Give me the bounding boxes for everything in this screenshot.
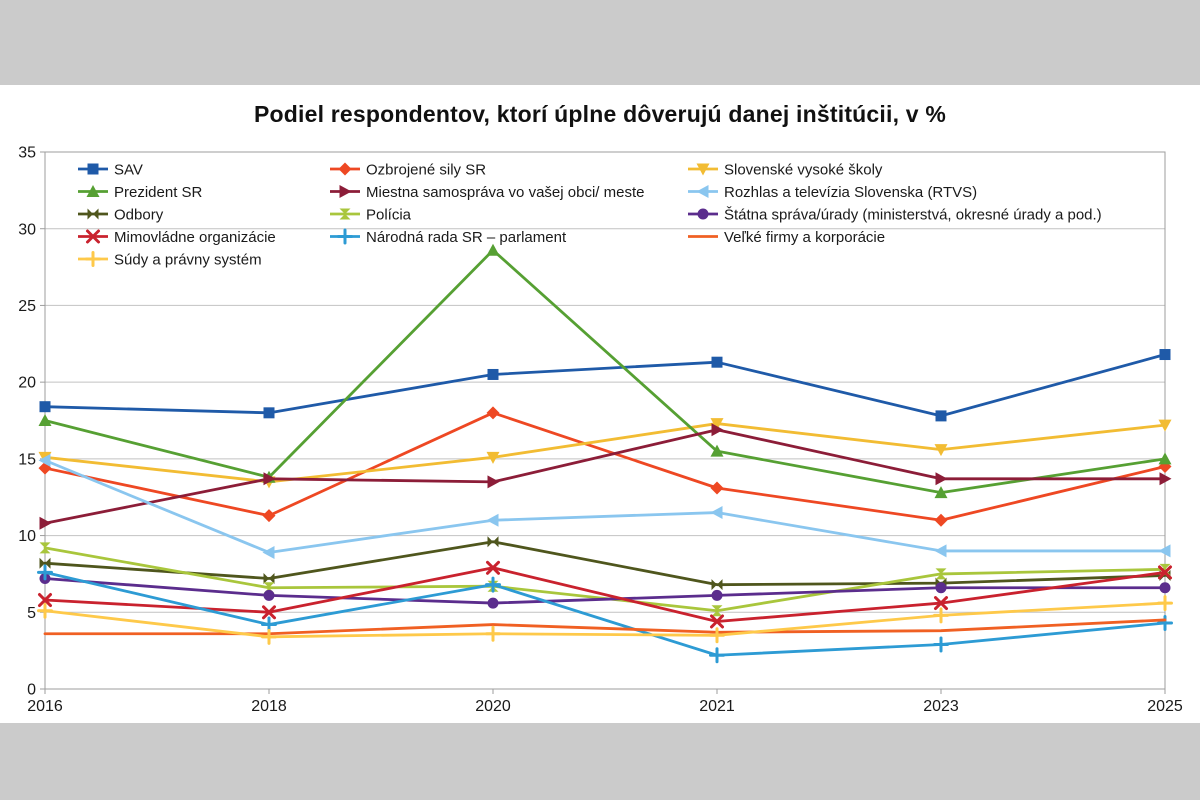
series-8: [39, 573, 1171, 609]
series-1: [38, 406, 1172, 527]
legend-item-4: Miestna samospráva vo vašej obci/ meste: [330, 184, 644, 201]
series-6: [39, 536, 1171, 591]
series-line: [43, 411, 1167, 522]
legend-label: Odbory: [114, 206, 164, 223]
series-4: [39, 423, 1172, 530]
legend-item-6: Odbory: [78, 206, 164, 223]
grid-lines: [45, 228, 1165, 613]
series-line: [43, 458, 1167, 554]
legend-item-0: SAV: [78, 161, 143, 178]
legend-item-1: Ozbrojené sily SR: [330, 161, 486, 178]
series-7: [39, 542, 1171, 617]
legend-label: Prezident SR: [114, 184, 203, 201]
series-line: [43, 428, 1167, 525]
series-9: [38, 560, 1172, 629]
chart-title: Podiel respondentov, ktorí úplne dôveruj…: [253, 101, 947, 127]
series-3: [38, 243, 1172, 499]
series-line: [43, 540, 1167, 587]
x-tick-label: 2021: [699, 698, 735, 715]
series-line: [43, 566, 1167, 623]
legend-item-12: Súdy a právny systém: [78, 251, 262, 268]
top-gray-band: [0, 0, 1200, 85]
series-line: [43, 248, 1167, 495]
legend-item-7: Polícia: [330, 206, 412, 223]
legend-label: Miestna samospráva vo vašej obci/ meste: [366, 184, 644, 201]
legend-label: SAV: [114, 161, 143, 178]
legend-label: Mimovládne organizácie: [114, 229, 276, 246]
y-tick-label: 25: [18, 298, 36, 315]
series-0: [39, 349, 1171, 422]
series-line: [43, 601, 1167, 639]
legend-label: Polícia: [366, 206, 412, 223]
x-tick-label: 2018: [251, 698, 287, 715]
legend-item-5: Rozhlas a televízia Slovenska (RTVS): [688, 184, 977, 201]
y-tick-label: 15: [18, 451, 36, 468]
legend-item-8: Štátna správa/úrady (ministerstvá, okres…: [688, 206, 1102, 223]
legend-label: Ozbrojené sily SR: [366, 161, 486, 178]
legend-item-10: Národná rada SR – parlament: [330, 228, 567, 246]
legend-label: Slovenské vysoké školy: [724, 161, 883, 178]
y-tick-label: 0: [27, 682, 36, 699]
y-tick-label: 5: [27, 605, 36, 622]
legend-item-11: Veľké firmy a korporácie: [688, 229, 885, 246]
series-12: [37, 595, 1173, 645]
series-line: [43, 577, 1167, 605]
series-line: [43, 353, 1167, 418]
legend-label: Národná rada SR – parlament: [366, 229, 567, 246]
y-tick-label: 10: [18, 528, 36, 545]
legend-label: Rozhlas a televízia Slovenska (RTVS): [724, 184, 977, 201]
legend-label: Súdy a právny systém: [114, 251, 262, 268]
x-tick-label: 2020: [475, 698, 511, 715]
x-tick-label: 2016: [27, 698, 63, 715]
legend: SAV Ozbrojené sily SR Slovenské vysoké ško…: [78, 161, 1102, 268]
x-tick-label: 2025: [1147, 698, 1183, 715]
y-tick-label: 20: [18, 375, 36, 392]
legend-item-2: Slovenské vysoké školy: [688, 161, 883, 178]
series-line: [43, 422, 1167, 484]
legend-item-9: Mimovládne organizácie: [78, 229, 276, 246]
series-5: [38, 453, 1171, 559]
legend-label: Veľké firmy a korporácie: [724, 229, 885, 246]
legend-item-3: Prezident SR: [78, 184, 203, 201]
y-tick-label: 35: [18, 145, 36, 162]
legend-label: Štátna správa/úrady (ministerstvá, okres…: [724, 206, 1102, 223]
x-tick-label: 2023: [923, 698, 959, 715]
bottom-gray-band: [0, 723, 1200, 800]
series-line: [43, 570, 1167, 657]
series-line: [43, 546, 1167, 613]
y-tick-label: 30: [18, 221, 36, 238]
